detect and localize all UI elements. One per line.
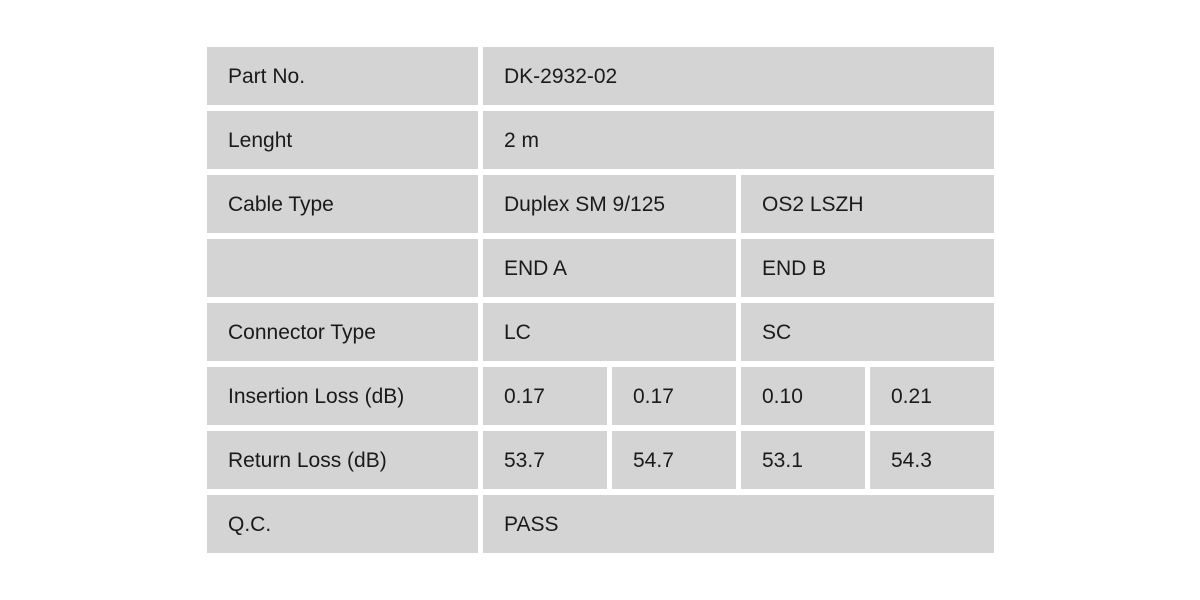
value-return-loss-b1: 53.1 [741,431,865,489]
header-end-b: END B [741,239,994,297]
value-insertion-loss-b2: 0.21 [870,367,994,425]
label-cable-type: Cable Type [207,175,478,233]
label-connector-type: Connector Type [207,303,478,361]
value-return-loss-b2: 54.3 [870,431,994,489]
value-return-loss-a2: 54.7 [612,431,736,489]
value-cable-type-jacket: OS2 LSZH [741,175,994,233]
value-part-no: DK-2932-02 [483,47,994,105]
value-connector-end-a: LC [483,303,736,361]
header-end-a: END A [483,239,736,297]
label-empty [207,239,478,297]
spec-table: Part No. DK-2932-02 Lenght 2 m Cable Typ… [207,47,994,553]
label-insertion-loss: Insertion Loss (dB) [207,367,478,425]
label-qc: Q.C. [207,495,478,553]
label-length: Lenght [207,111,478,169]
label-part-no: Part No. [207,47,478,105]
value-insertion-loss-a1: 0.17 [483,367,607,425]
value-cable-type-spec: Duplex SM 9/125 [483,175,736,233]
value-insertion-loss-b1: 0.10 [741,367,865,425]
value-length: 2 m [483,111,994,169]
label-return-loss: Return Loss (dB) [207,431,478,489]
value-return-loss-a1: 53.7 [483,431,607,489]
value-insertion-loss-a2: 0.17 [612,367,736,425]
value-connector-end-b: SC [741,303,994,361]
value-qc-result: PASS [483,495,994,553]
